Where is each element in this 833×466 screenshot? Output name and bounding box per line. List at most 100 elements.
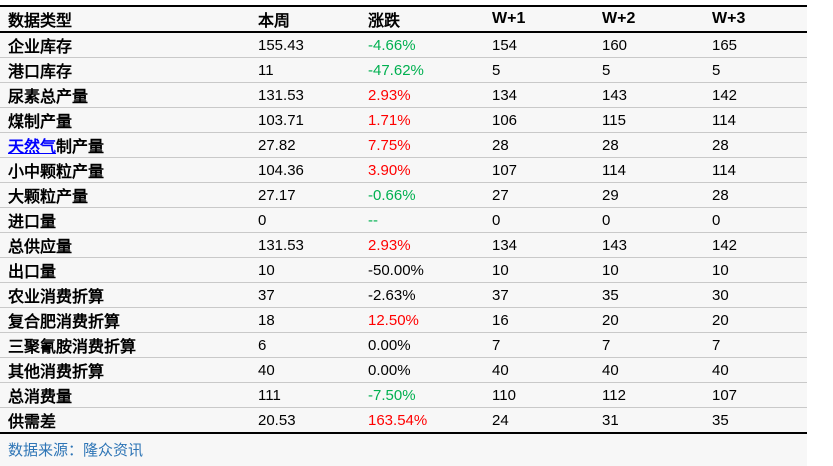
table-row: 总供应量 131.53 2.93% 134 143 142 <box>0 232 807 258</box>
value-cell: 107 <box>704 382 807 408</box>
change-cell: -4.66% <box>360 32 484 58</box>
change-cell: -- <box>360 207 484 233</box>
column-header-1: 本周 <box>250 5 360 33</box>
row-label: 供需差 <box>0 407 250 434</box>
value-cell: 0 <box>484 207 594 233</box>
value-cell: 7 <box>704 332 807 358</box>
row-label: 其他消费折算 <box>0 357 250 383</box>
value-cell: 28 <box>594 132 704 158</box>
column-header-5: W+3 <box>704 5 807 33</box>
column-header-3: W+1 <box>484 5 594 33</box>
value-cell: 142 <box>704 82 807 108</box>
table-row: 农业消费折算 37 -2.63% 37 35 30 <box>0 282 807 308</box>
data-table: 数据类型 本周 涨跌 W+1 W+2 W+3 企业库存 155.43 -4.66% 154 160… <box>0 5 807 434</box>
value-cell: 5 <box>594 57 704 83</box>
row-label: 复合肥消费折算 <box>0 307 250 333</box>
change-cell: -47.62% <box>360 57 484 83</box>
header-row: 数据类型 本周 涨跌 W+1 W+2 W+3 <box>0 5 807 33</box>
value-cell: 5 <box>704 57 807 83</box>
row-label: 企业库存 <box>0 32 250 58</box>
value-cell: 11 <box>250 57 360 83</box>
table-row: 天然气制产量 27.82 7.75% 28 28 28 <box>0 132 807 158</box>
value-cell: 160 <box>594 32 704 58</box>
row-label: 小中颗粒产量 <box>0 157 250 183</box>
value-cell: 27 <box>484 182 594 208</box>
column-header-2: 涨跌 <box>360 5 484 33</box>
value-cell: 154 <box>484 32 594 58</box>
value-cell: 155.43 <box>250 32 360 58</box>
table-body: 企业库存 155.43 -4.66% 154 160 165 港口库存 11 -47.62% 5 5… <box>0 32 807 434</box>
natural-gas-link[interactable]: 天然气 <box>8 139 57 156</box>
value-cell: 28 <box>704 132 807 158</box>
value-cell: 35 <box>704 407 807 434</box>
value-cell: 114 <box>704 157 807 183</box>
value-cell: 40 <box>594 357 704 383</box>
row-label: 港口库存 <box>0 57 250 83</box>
table-row: 企业库存 155.43 -4.66% 154 160 165 <box>0 32 807 58</box>
value-cell: 40 <box>484 357 594 383</box>
value-cell: 111 <box>250 382 360 408</box>
change-cell: 3.90% <box>360 157 484 183</box>
table-header: 数据类型 本周 涨跌 W+1 W+2 W+3 <box>0 5 807 33</box>
value-cell: 10 <box>704 257 807 283</box>
table-row: 复合肥消费折算 18 12.50% 16 20 20 <box>0 307 807 333</box>
value-cell: 10 <box>594 257 704 283</box>
value-cell: 10 <box>250 257 360 283</box>
table-row: 港口库存 11 -47.62% 5 5 5 <box>0 57 807 83</box>
table-row: 小中颗粒产量 104.36 3.90% 107 114 114 <box>0 157 807 183</box>
value-cell: 31 <box>594 407 704 434</box>
value-cell: 20 <box>594 307 704 333</box>
column-header-0: 数据类型 <box>0 5 250 33</box>
value-cell: 40 <box>250 357 360 383</box>
change-cell: 1.71% <box>360 107 484 133</box>
change-cell: -0.66% <box>360 182 484 208</box>
value-cell: 114 <box>594 157 704 183</box>
data-source-note: 数据来源：隆众资讯 <box>8 442 144 459</box>
value-cell: 28 <box>704 182 807 208</box>
value-cell: 143 <box>594 232 704 258</box>
change-cell: -7.50% <box>360 382 484 408</box>
change-cell: 0.00% <box>360 357 484 383</box>
table-row: 供需差 20.53 163.54% 24 31 35 <box>0 407 807 434</box>
row-label: 总供应量 <box>0 232 250 258</box>
table-row: 其他消费折算 40 0.00% 40 40 40 <box>0 357 807 383</box>
row-label: 天然气制产量 <box>0 132 250 158</box>
change-cell: 2.93% <box>360 82 484 108</box>
value-cell: 115 <box>594 107 704 133</box>
value-cell: 114 <box>704 107 807 133</box>
value-cell: 40 <box>704 357 807 383</box>
table-row: 大颗粒产量 27.17 -0.66% 27 29 28 <box>0 182 807 208</box>
column-header-4: W+2 <box>594 5 704 33</box>
value-cell: 24 <box>484 407 594 434</box>
value-cell: 20.53 <box>250 407 360 434</box>
value-cell: 0 <box>594 207 704 233</box>
value-cell: 131.53 <box>250 82 360 108</box>
value-cell: 5 <box>484 57 594 83</box>
value-cell: 7 <box>594 332 704 358</box>
value-cell: 112 <box>594 382 704 408</box>
value-cell: 6 <box>250 332 360 358</box>
value-cell: 106 <box>484 107 594 133</box>
value-cell: 18 <box>250 307 360 333</box>
change-cell: -2.63% <box>360 282 484 308</box>
value-cell: 165 <box>704 32 807 58</box>
change-cell: 7.75% <box>360 132 484 158</box>
table-row: 总消费量 111 -7.50% 110 112 107 <box>0 382 807 408</box>
value-cell: 131.53 <box>250 232 360 258</box>
urea-data-table-panel: 数据类型 本周 涨跌 W+1 W+2 W+3 企业库存 155.43 -4.66% 154 160… <box>0 5 807 466</box>
change-cell: -50.00% <box>360 257 484 283</box>
value-cell: 16 <box>484 307 594 333</box>
change-cell: 0.00% <box>360 332 484 358</box>
row-label: 大颗粒产量 <box>0 182 250 208</box>
value-cell: 7 <box>484 332 594 358</box>
value-cell: 134 <box>484 82 594 108</box>
value-cell: 28 <box>484 132 594 158</box>
row-label: 煤制产量 <box>0 107 250 133</box>
value-cell: 37 <box>250 282 360 308</box>
row-label: 尿素总产量 <box>0 82 250 108</box>
value-cell: 27.17 <box>250 182 360 208</box>
table-row: 进口量 0 -- 0 0 0 <box>0 207 807 233</box>
value-cell: 134 <box>484 232 594 258</box>
value-cell: 37 <box>484 282 594 308</box>
value-cell: 103.71 <box>250 107 360 133</box>
